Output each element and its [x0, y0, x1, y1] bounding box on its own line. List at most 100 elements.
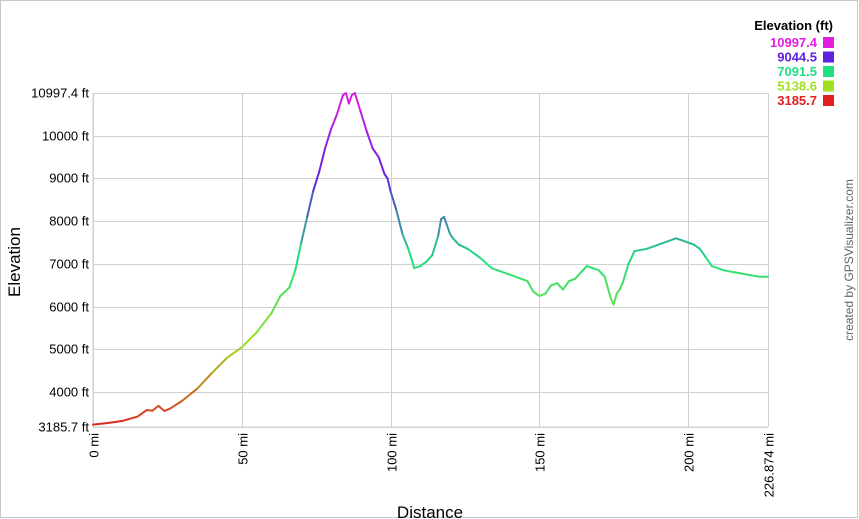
- elevation-segment: [347, 94, 353, 105]
- elevation-segment: [478, 256, 493, 270]
- legend-entry-label: 5138.6: [777, 79, 817, 94]
- elevation-segment: [157, 404, 166, 412]
- elevation-segment: [597, 269, 606, 278]
- elevation-segment: [106, 419, 124, 424]
- x-tick-label: 150 mi: [533, 433, 548, 472]
- elevation-segment: [734, 271, 749, 276]
- elevation-segment: [502, 271, 517, 278]
- elevation-segment: [698, 247, 707, 259]
- elevation-segment: [657, 239, 672, 246]
- elevation-segment: [457, 243, 469, 250]
- elevation-segment: [335, 94, 344, 116]
- elevation-segment: [365, 130, 374, 150]
- elevation-segment: [181, 387, 199, 402]
- elevation-series: [92, 92, 769, 426]
- elevation-segment: [669, 237, 678, 242]
- elevation-segment: [240, 331, 258, 349]
- elevation-segment: [196, 371, 214, 390]
- elevation-segment: [443, 215, 449, 227]
- elevation-segment: [675, 237, 684, 242]
- grid-lines: [92, 93, 769, 428]
- elevation-segment: [163, 407, 172, 412]
- elevation-segment: [579, 265, 588, 274]
- elevation-segment: [288, 269, 297, 289]
- y-tick-label: 5000 ft: [49, 342, 89, 357]
- y-tick-label: 3185.7 ft: [38, 420, 89, 435]
- elevation-segment: [746, 273, 761, 278]
- elevation-segment: [573, 271, 582, 280]
- elevation-segment: [452, 237, 460, 246]
- elevation-segment: [603, 275, 612, 300]
- elevation-segment: [704, 256, 713, 268]
- elevation-segment: [121, 415, 139, 422]
- elevation-segment: [585, 265, 594, 270]
- x-tick-label: 200 mi: [682, 433, 697, 472]
- elevation-segment: [618, 282, 624, 291]
- elevation-segment: [211, 356, 228, 374]
- elevation-segment: [136, 409, 148, 418]
- elevation-segment: [550, 282, 559, 287]
- elevation-segment: [687, 241, 695, 246]
- legend-swatch: [823, 51, 834, 63]
- elevation-segment: [294, 241, 303, 272]
- legend-swatch: [823, 80, 834, 92]
- elevation-segment: [556, 282, 565, 291]
- elevation-segment: [353, 92, 362, 114]
- elevation-segment: [318, 147, 327, 173]
- x-tick-label: 100 mi: [385, 433, 400, 472]
- elevation-legend: Elevation (ft) 10997.49044.57091.55138.63…: [754, 18, 834, 108]
- elevation-segment: [312, 170, 321, 193]
- legend-swatch: [823, 95, 834, 106]
- elevation-segment: [151, 404, 160, 412]
- elevation-segment: [425, 254, 434, 263]
- elevation-segment: [359, 111, 368, 133]
- elevation-segment: [389, 190, 398, 212]
- x-tick-label: 226.874 mi: [762, 433, 777, 497]
- legend-entry-label: 7091.5: [777, 64, 817, 79]
- elevation-segment: [169, 399, 184, 410]
- elevation-segment: [591, 267, 600, 272]
- elevation-segment: [401, 232, 410, 250]
- elevation-segment: [437, 218, 443, 238]
- elevation-segment: [330, 113, 338, 131]
- elevation-segment: [377, 156, 386, 176]
- elevation-segment: [621, 262, 630, 285]
- y-tick-label: 4000 ft: [49, 385, 89, 400]
- elevation-segment: [568, 277, 576, 283]
- elevation-segment: [612, 292, 618, 306]
- elevation-segment: [627, 250, 636, 265]
- elevation-segment: [306, 190, 315, 218]
- credit-text: created by GPSVisualizer.com: [842, 179, 856, 341]
- elevation-segment: [526, 280, 535, 293]
- y-tick-label: 6000 ft: [49, 300, 89, 315]
- elevation-segment: [490, 267, 505, 274]
- elevation-segment: [710, 265, 725, 272]
- elevation-segment: [645, 243, 660, 250]
- elevation-segment: [633, 247, 648, 253]
- elevation-segment: [92, 421, 109, 426]
- y-tick-label: 8000 ft: [49, 214, 89, 229]
- legend-entry-label: 3185.7: [777, 93, 817, 108]
- x-tick-label: 0 mi: [87, 433, 102, 458]
- elevation-segment: [562, 280, 571, 291]
- elevation-segment: [225, 346, 243, 359]
- legend-swatch: [823, 37, 834, 48]
- elevation-segment: [419, 260, 428, 268]
- legend-swatch: [823, 66, 834, 77]
- y-tick-label: 10997.4 ft: [31, 86, 89, 101]
- y-tick-label: 9000 ft: [49, 171, 89, 186]
- y-axis-ticks: 3185.7 ft 4000 ft 5000 ft 6000 ft 7000 ft 800…: [31, 86, 89, 435]
- y-tick-label: 7000 ft: [49, 257, 89, 272]
- legend-entry-label: 9044.5: [777, 50, 817, 65]
- elevation-segment: [544, 284, 553, 295]
- y-tick-label: 10000 ft: [42, 129, 89, 144]
- legend-entry-label: 10997.4: [770, 35, 818, 50]
- elevation-segment: [407, 247, 416, 270]
- elevation-segment: [692, 243, 701, 250]
- legend-title: Elevation (ft): [754, 18, 833, 33]
- elevation-segment: [300, 215, 309, 244]
- elevation-segment: [532, 290, 541, 297]
- x-axis-title: Distance: [397, 503, 463, 519]
